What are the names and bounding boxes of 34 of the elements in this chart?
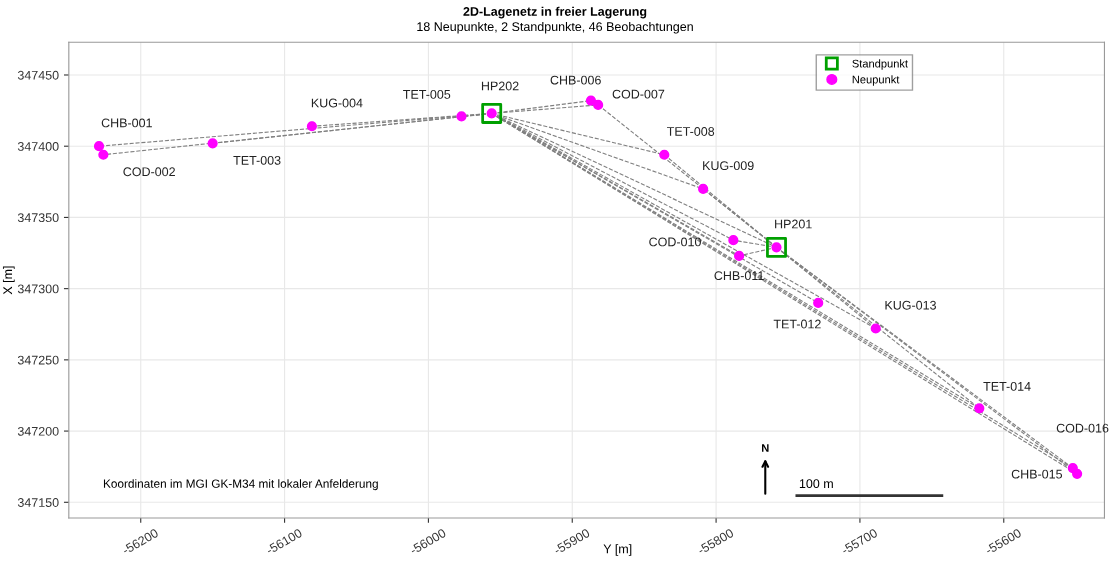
annotation: KUG-009	[703, 161, 754, 171]
annotation: Koordinaten im MGI GK-M34 mit lokaler Anfelderung	[103, 479, 378, 491]
chart-subtitle: 18 Neupunkte, 2 Standpunkte, 46 Beobachtungen	[417, 21, 693, 34]
y-tick-label: 347300	[17, 284, 59, 294]
annotation: CHB-001	[101, 118, 152, 128]
annotation: TET-008	[667, 127, 715, 136]
y-tick-label: 347350	[17, 213, 59, 223]
y-tick-label: 347450	[17, 70, 59, 80]
legend-label: Neupunkt	[852, 75, 900, 86]
annotation: KUG-013	[885, 300, 936, 310]
annotation: N	[762, 444, 769, 452]
annotation: COD-002	[123, 167, 175, 177]
annotation: TET-003	[233, 155, 281, 165]
annotation: CHB-006	[550, 75, 601, 85]
annotation: TET-014	[983, 381, 1031, 391]
y-axis-title: X [m]	[2, 266, 15, 295]
annotation: HP201	[775, 219, 812, 229]
x-axis-title: Y [m]	[603, 544, 632, 556]
legend-label: Standpunkt	[852, 59, 908, 70]
annotation: COD-007	[612, 89, 665, 99]
y-tick-label: 347200	[17, 426, 59, 436]
annotation: HP202	[481, 81, 519, 91]
annotation: CHB-011	[714, 271, 764, 281]
annotation: KUG-004	[311, 98, 363, 108]
chart-title: 2D-Lagenetz in freier Lagerung	[463, 6, 647, 19]
annotation: COD-016	[1056, 423, 1109, 433]
annotation: TET-012	[773, 319, 821, 329]
annotation: TET-005	[403, 89, 451, 99]
y-tick-label: 347150	[17, 498, 59, 507]
y-tick-label: 347250	[17, 355, 59, 365]
y-tick-label: 347400	[17, 142, 59, 151]
annotation: COD-010	[649, 237, 701, 247]
annotation: CHB-015	[1011, 469, 1063, 479]
annotation: 100 m	[799, 479, 833, 489]
